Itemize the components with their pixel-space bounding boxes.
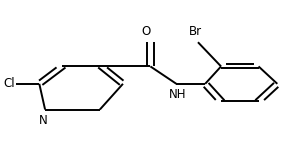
- Text: O: O: [141, 25, 151, 38]
- Text: N: N: [39, 114, 48, 127]
- Text: NH: NH: [169, 88, 186, 101]
- Text: Cl: Cl: [3, 77, 15, 90]
- Text: Br: Br: [189, 25, 202, 38]
